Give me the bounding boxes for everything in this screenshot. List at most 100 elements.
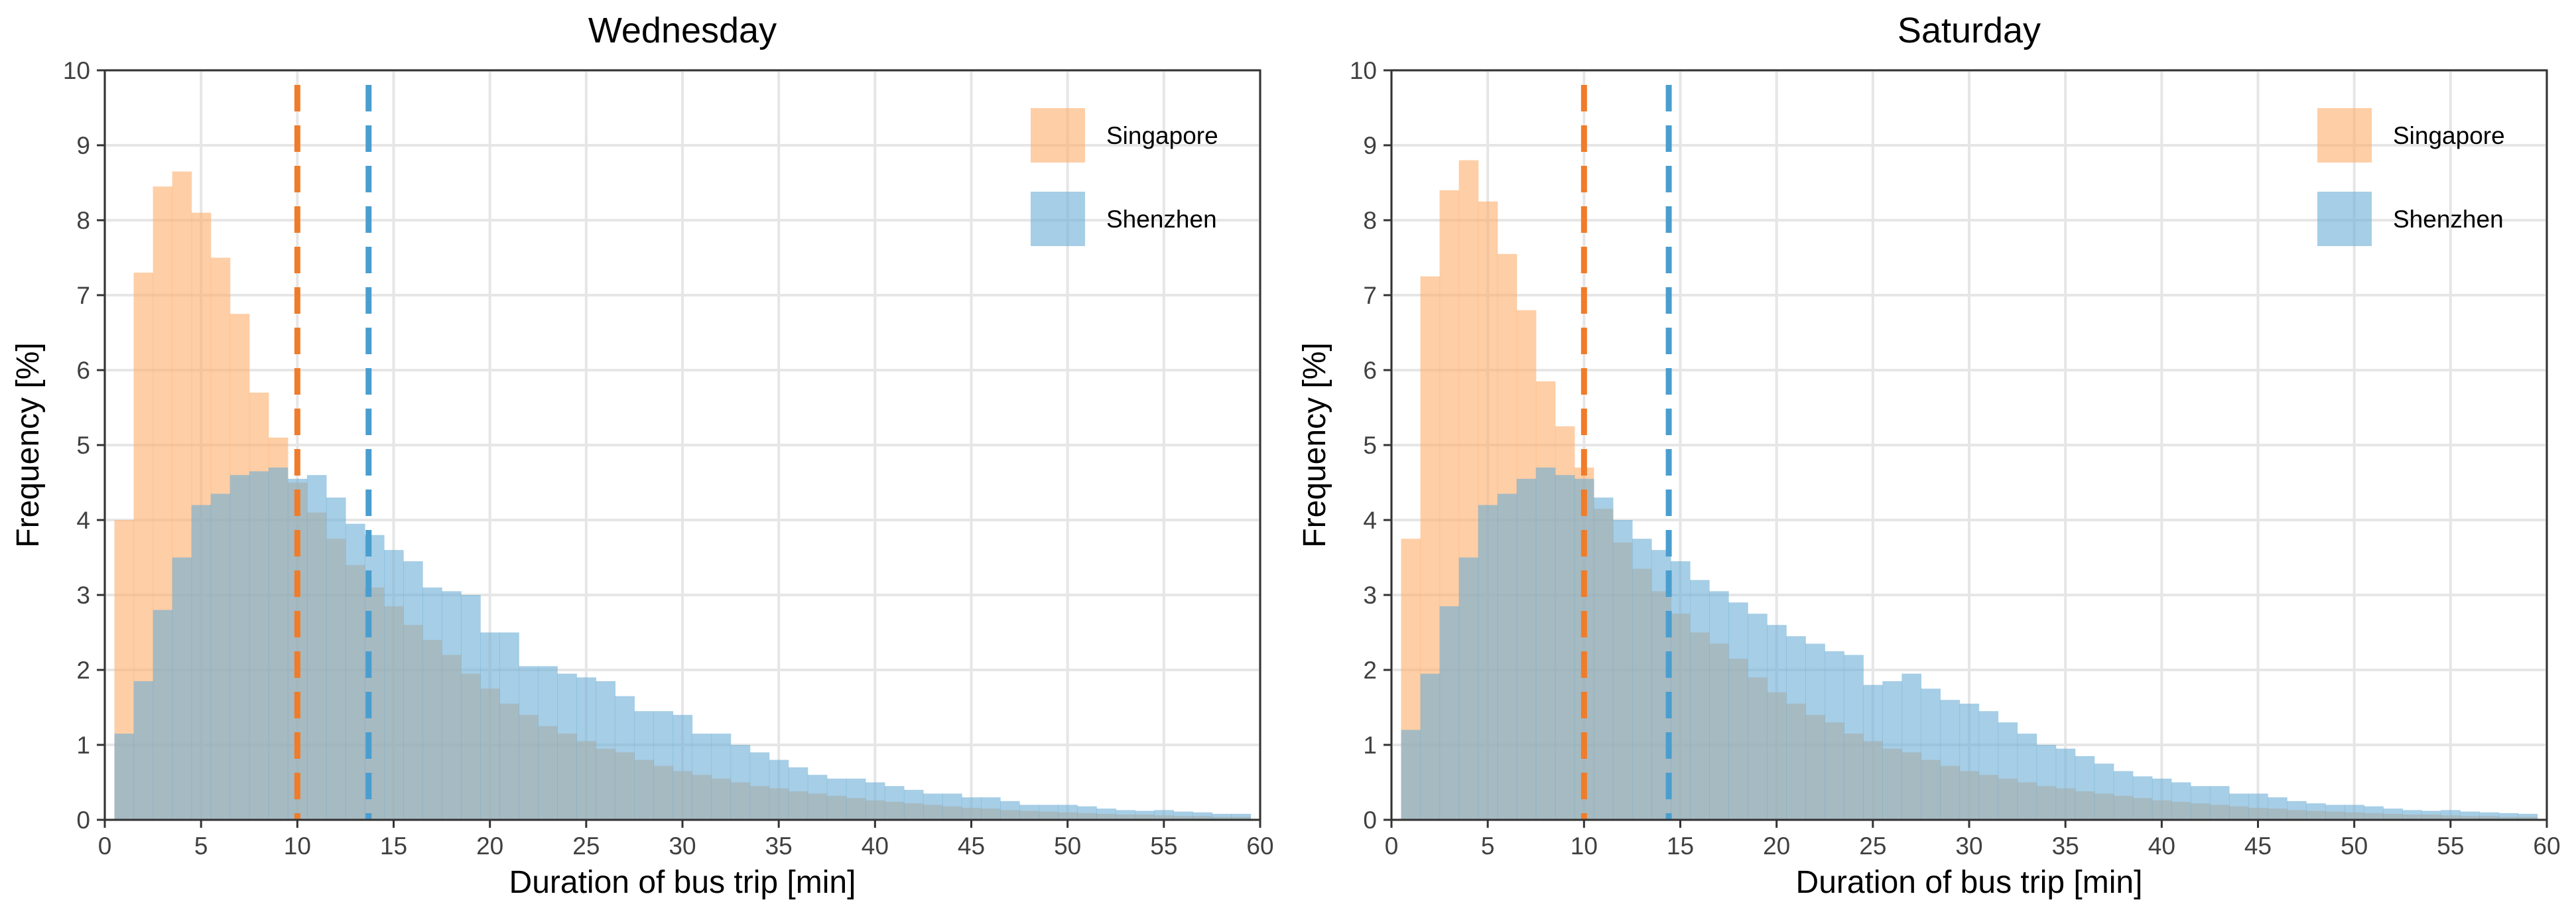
bar-shenzhen	[1231, 813, 1252, 820]
x-tick-label: 50	[1054, 832, 1081, 860]
legend-key-singapore	[2317, 108, 2372, 163]
bar-shenzhen	[1516, 478, 1537, 820]
bar-shenzhen	[1863, 685, 1883, 820]
bar-shenzhen	[1728, 602, 1748, 820]
bar-shenzhen	[1612, 520, 1633, 820]
bar-shenzhen	[383, 550, 404, 820]
bar-shenzhen	[2345, 805, 2364, 820]
bar-shenzhen	[826, 778, 847, 820]
bar-shenzhen	[1882, 681, 1902, 820]
bar-shenzhen	[2228, 793, 2249, 820]
bar-shenzhen	[2190, 786, 2211, 820]
y-tick-label: 10	[1350, 57, 1377, 84]
bar-shenzhen	[2171, 782, 2191, 820]
bar-shenzhen	[480, 632, 500, 820]
bar-shenzhen	[2518, 813, 2538, 820]
x-axis-label: Duration of bus trip [min]	[1796, 865, 2143, 900]
bar-shenzhen	[1192, 812, 1213, 820]
x-tick-label: 25	[1859, 832, 1886, 860]
bar-shenzhen	[615, 696, 635, 820]
bar-shenzhen	[229, 475, 250, 820]
bar-shenzhen	[653, 711, 674, 820]
bar-shenzhen	[326, 497, 346, 820]
x-tick-label: 35	[765, 832, 793, 860]
bar-shenzhen	[596, 681, 615, 820]
y-tick-label: 2	[1363, 657, 1377, 684]
x-tick-label: 25	[572, 832, 600, 860]
bar-shenzhen	[788, 767, 808, 820]
bar-shenzhen	[133, 681, 154, 820]
bar-shenzhen	[2152, 778, 2172, 820]
series-shenzhen	[114, 467, 1252, 820]
bar-shenzhen	[2017, 734, 2037, 820]
bar-shenzhen	[1844, 655, 1864, 820]
x-tick-label: 60	[1246, 832, 1273, 860]
x-tick-label: 10	[284, 832, 311, 860]
bar-shenzhen	[2498, 813, 2519, 820]
bar-shenzhen	[1998, 722, 2018, 820]
bar-shenzhen	[2402, 810, 2422, 820]
bar-shenzhen	[1690, 580, 1710, 820]
y-tick-label: 0	[76, 807, 90, 834]
bar-shenzhen	[673, 714, 693, 820]
bar-shenzhen	[153, 610, 173, 820]
bar-shenzhen	[1401, 730, 1421, 820]
legend-key-singapore	[1031, 108, 1085, 163]
bar-shenzhen	[1921, 688, 1941, 820]
bar-shenzhen	[1978, 711, 1999, 820]
bar-shenzhen	[1173, 811, 1193, 820]
bar-shenzhen	[422, 587, 442, 820]
bar-shenzhen	[1497, 493, 1517, 820]
x-tick-label: 40	[862, 832, 889, 860]
bar-shenzhen	[1748, 614, 1768, 820]
x-tick-label: 20	[1763, 832, 1790, 860]
y-tick-label: 9	[1363, 132, 1377, 159]
legend-label-shenzhen: Shenzhen	[2393, 206, 2504, 233]
x-tick-label: 50	[2341, 832, 2368, 860]
x-tick-label: 0	[1385, 832, 1399, 860]
y-tick-label: 1	[76, 732, 90, 759]
bar-shenzhen	[1154, 810, 1174, 820]
bar-shenzhen	[499, 632, 519, 820]
bar-shenzhen	[1039, 805, 1059, 820]
bar-shenzhen	[1670, 561, 1691, 820]
bar-shenzhen	[903, 789, 924, 820]
bar-shenzhen	[461, 595, 481, 820]
bar-shenzhen	[1786, 636, 1806, 820]
bar-shenzhen	[2364, 806, 2384, 820]
y-tick-label: 6	[1363, 357, 1377, 384]
bar-shenzhen	[2209, 786, 2230, 820]
y-tick-label: 8	[76, 207, 90, 234]
bar-shenzhen	[1709, 591, 1729, 820]
x-tick-label: 15	[380, 832, 407, 860]
bar-shenzhen	[306, 475, 327, 820]
bar-shenzhen	[1000, 801, 1020, 820]
y-tick-label: 4	[76, 507, 90, 534]
bar-shenzhen	[749, 752, 770, 820]
bar-shenzhen	[923, 793, 943, 820]
x-tick-label: 20	[476, 832, 503, 860]
bar-shenzhen	[1096, 809, 1116, 820]
bar-shenzhen	[2306, 803, 2326, 820]
bar-shenzhen	[1478, 505, 1498, 820]
bar-shenzhen	[2113, 771, 2134, 820]
bar-shenzhen	[1135, 811, 1155, 820]
series-shenzhen	[1401, 467, 2538, 820]
y-axis-label: Frequency [%]	[11, 342, 46, 547]
bar-shenzhen	[268, 467, 289, 820]
y-tick-label: 7	[76, 282, 90, 309]
y-tick-label: 4	[1363, 507, 1377, 534]
y-tick-label: 3	[1363, 582, 1377, 609]
legend-label-shenzhen: Shenzhen	[1106, 206, 1217, 233]
bar-shenzhen	[1535, 467, 1556, 820]
x-tick-label: 55	[1150, 832, 1177, 860]
bar-shenzhen	[519, 666, 539, 820]
bar-shenzhen	[884, 786, 905, 820]
legend-key-shenzhen	[2317, 192, 2372, 246]
bar-shenzhen	[1959, 703, 1980, 820]
legend-label-singapore: Singapore	[1106, 122, 1218, 149]
bar-shenzhen	[1940, 700, 1961, 820]
